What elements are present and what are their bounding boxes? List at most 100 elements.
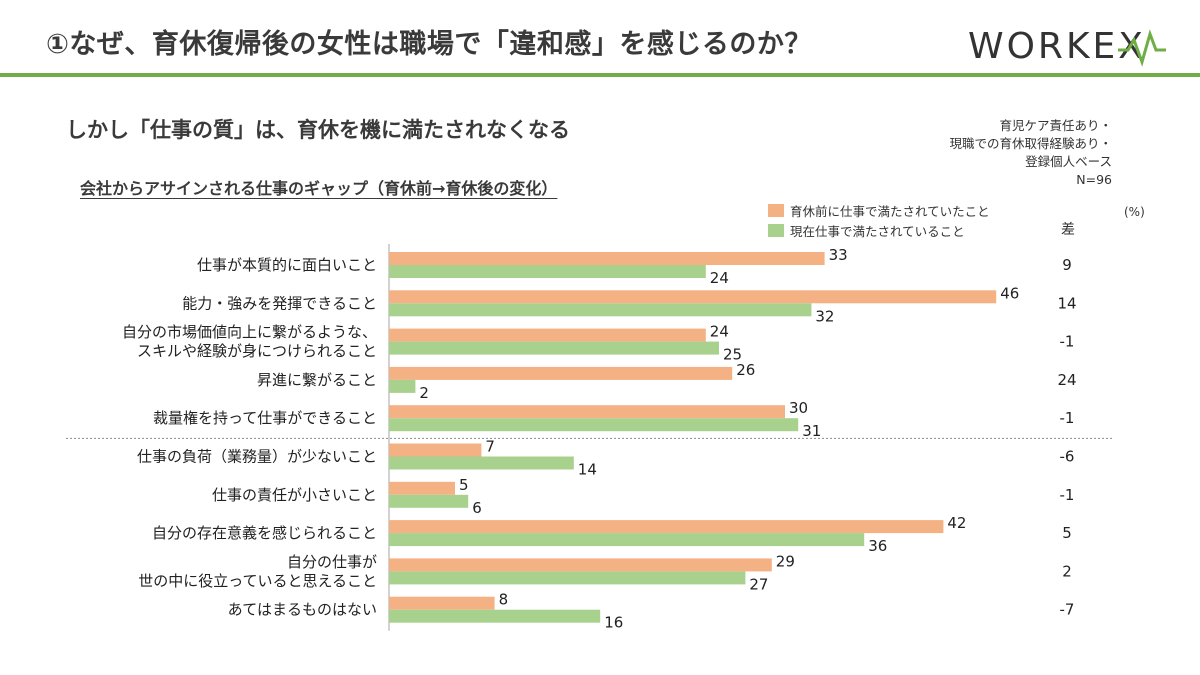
bar-before	[389, 290, 997, 304]
data-label-before: 24	[710, 323, 729, 341]
data-label-before: 33	[829, 246, 848, 264]
bar-before	[389, 252, 825, 265]
data-label-bg	[826, 248, 853, 263]
logo-mark: WORKEX	[968, 26, 1166, 67]
data-label-bg	[721, 345, 747, 361]
data-label-bg	[483, 439, 510, 455]
bar-before	[389, 520, 944, 534]
data-label-bg	[866, 537, 893, 553]
data-label-bg	[945, 516, 972, 532]
data-label-after: 27	[749, 575, 768, 593]
data-label-bg	[457, 477, 483, 493]
base-note-line: 現職での育休取得経験あり・	[949, 136, 1112, 151]
bar-before	[389, 596, 495, 610]
data-label-after: 2	[419, 384, 429, 402]
bar-after	[389, 533, 865, 547]
category-label: 世の中に役立っていると思えること	[138, 572, 377, 590]
legend-swatch-after	[768, 223, 784, 237]
data-label-before: 29	[776, 552, 795, 570]
data-label-bg	[470, 498, 497, 514]
bar-after	[389, 418, 799, 432]
diff-header: 差	[1061, 222, 1075, 238]
base-note-line: N=96	[1076, 172, 1112, 187]
data-label-bg	[417, 383, 444, 399]
bar-after	[389, 609, 601, 623]
category-label: 昇進に繋がること	[257, 371, 377, 389]
bar-after	[389, 341, 719, 355]
category-label: 能力・強みを発揮できること	[182, 294, 377, 312]
diff-value: -1	[1060, 409, 1075, 427]
data-label-after: 25	[723, 346, 742, 364]
data-label-after: 32	[815, 307, 834, 325]
bar-before	[389, 328, 706, 342]
data-label-after: 31	[802, 422, 821, 440]
diff-value: 24	[1057, 371, 1076, 389]
category-label: 仕事の責任が小さいこと	[212, 486, 377, 504]
data-label-bg	[496, 592, 523, 608]
bar-after	[389, 379, 416, 393]
data-label-before: 42	[947, 514, 966, 532]
diff-value: -1	[1060, 333, 1075, 351]
bar-before	[389, 405, 785, 419]
data-label-bg	[813, 307, 840, 323]
bar-after	[389, 265, 706, 278]
category-label: 仕事が本質的に面白いこと	[197, 256, 377, 274]
data-label-before: 7	[485, 438, 495, 456]
data-label-after: 24	[710, 269, 729, 287]
logo-wordmark: WORKEX	[968, 26, 1146, 67]
base-note-line: 育児ケア責任あり・	[999, 118, 1112, 133]
category-label: スキルや経験が身につけられること	[137, 342, 377, 360]
data-label-before: 46	[1000, 284, 1019, 302]
data-label-bg	[602, 613, 629, 629]
data-label-before: 30	[789, 399, 808, 417]
bar-after	[389, 494, 469, 508]
legend-label-before: 育休前に仕事で満たされていたこと	[790, 203, 990, 219]
legend-item-after: 現在仕事で満たされていること	[768, 220, 990, 240]
legend-swatch-before	[768, 203, 784, 217]
bar-after	[389, 303, 812, 317]
category-label: 自分の存在意義を感じられること	[152, 524, 377, 542]
workex-logo: WORKEX	[968, 24, 1168, 68]
data-label-bg	[773, 554, 800, 570]
bar-before	[389, 366, 733, 380]
data-label-bg	[707, 269, 734, 284]
category-label: あてはまるものはない	[228, 601, 377, 619]
chart-title: 会社からアサインされる仕事のギャップ（育休前→育休後の変化）	[80, 179, 558, 198]
bar-before	[389, 481, 455, 495]
data-label-before: 5	[459, 476, 469, 494]
diff-value: -1	[1060, 486, 1075, 504]
data-label-bg	[800, 422, 827, 438]
bar-before	[389, 443, 482, 457]
bar-before	[389, 558, 772, 572]
data-label-bg	[707, 324, 734, 340]
diff-value: 5	[1062, 524, 1072, 542]
data-label-bg	[575, 460, 602, 476]
base-note-line: 登録個人ベース	[1025, 154, 1112, 169]
data-label-after: 6	[472, 499, 482, 517]
diff-value: -6	[1060, 448, 1075, 466]
logo-pulse-line	[1118, 29, 1166, 67]
unit-label: (%)	[1124, 205, 1145, 219]
header-divider	[0, 73, 1200, 77]
legend-item-before: 育休前に仕事で満たされていたこと	[768, 200, 990, 220]
diff-value: 9	[1062, 256, 1072, 274]
page-title: ①なぜ、育休復帰後の女性は職場で「違和感」を感じるのか？	[46, 29, 812, 60]
data-label-bg	[747, 575, 774, 591]
data-label-before: 8	[499, 591, 509, 609]
data-label-bg	[734, 362, 761, 378]
diff-value: 2	[1062, 562, 1072, 580]
data-label-after: 14	[578, 461, 597, 479]
bar-after	[389, 456, 574, 470]
category-label: 自分の仕事が	[287, 553, 377, 571]
chart-legend: 育休前に仕事で満たされていたこと 現在仕事で満たされていること	[768, 200, 990, 240]
category-label: 自分の市場価値向上に繋がるような、	[122, 323, 377, 341]
data-label-bg	[998, 286, 1025, 302]
bar-after	[389, 571, 746, 585]
data-label-after: 16	[604, 614, 623, 632]
diff-value: -7	[1060, 601, 1075, 619]
category-label: 裁量権を持って仕事ができること	[153, 409, 377, 427]
sample-base-note: 育児ケア責任あり・ 現職での育休取得経験あり・ 登録個人ベース N=96	[890, 117, 1112, 189]
data-label-bg	[787, 401, 813, 417]
diff-value: 14	[1057, 294, 1076, 312]
